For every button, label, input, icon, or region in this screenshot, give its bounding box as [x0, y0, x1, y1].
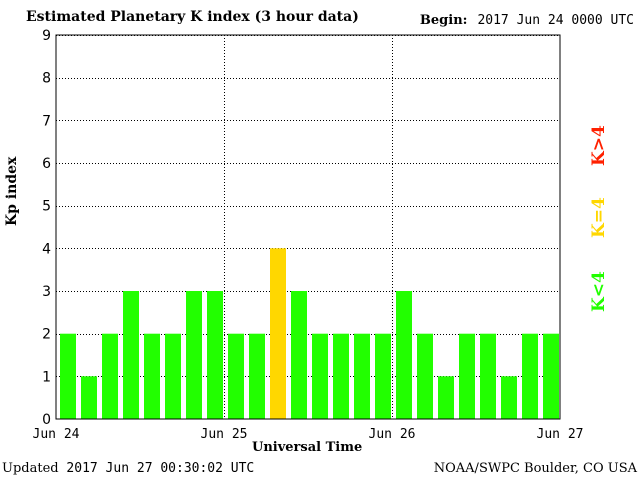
- y-tick-label: 1: [42, 369, 51, 385]
- bar-series: [60, 248, 559, 419]
- y-tick-label: 5: [42, 199, 51, 215]
- kp-bar: [417, 333, 433, 419]
- kp-bar: [228, 333, 244, 419]
- plot-frame: [55, 34, 561, 420]
- legend-high: K>4: [589, 125, 609, 166]
- x-axis-label: Universal Time: [252, 440, 363, 455]
- legend-mid: K=4: [589, 197, 609, 238]
- legend-low: K<4: [589, 271, 609, 312]
- kp-bar: [102, 333, 118, 419]
- kp-bar: [354, 333, 370, 419]
- begin-info: Begin: 2017 Jun 24 0000 UTC: [420, 13, 634, 28]
- kp-bar: [333, 333, 349, 419]
- credit-text: NOAA/SWPC Boulder, CO USA: [433, 461, 637, 476]
- kp-bar: [522, 333, 538, 419]
- chart-title: Estimated Planetary K index (3 hour data…: [26, 9, 359, 25]
- kp-bar: [291, 291, 307, 419]
- kp-bar: [81, 376, 97, 419]
- kp-bar: [207, 291, 223, 419]
- updated-value: 2017 Jun 27 00:30:02 UTC: [66, 461, 255, 476]
- kp-bar: [375, 333, 391, 419]
- kp-bar: [438, 376, 454, 419]
- x-tick-label: Jun 27: [537, 427, 584, 442]
- y-tick-label: 6: [42, 156, 51, 172]
- updated-info: Updated 2017 Jun 27 00:30:02 UTC: [2, 461, 254, 476]
- kp-bar: [249, 333, 265, 419]
- x-tick-label: Jun 26: [369, 427, 416, 442]
- y-tick-label: 3: [42, 284, 51, 300]
- y-tick-label: 0: [42, 412, 51, 428]
- y-tick-label: 7: [42, 113, 51, 129]
- y-tick-label: 2: [42, 327, 51, 343]
- updated-label: Updated: [2, 461, 59, 476]
- kp-bar: [480, 333, 496, 419]
- kp-bar: [312, 333, 328, 419]
- begin-value: 2017 Jun 24 0000 UTC: [477, 13, 634, 28]
- kp-bar: [123, 291, 139, 419]
- begin-label: Begin:: [419, 13, 468, 28]
- kp-bar: [186, 291, 202, 419]
- x-tick-label: Jun 24: [33, 427, 80, 442]
- kp-bar: [165, 333, 181, 419]
- kp-bar: [501, 376, 517, 419]
- kp-bar: [144, 333, 160, 419]
- x-tick-labels: Jun 24 Jun 25 Jun 26 Jun 27: [33, 427, 584, 442]
- y-axis-label: Kp index: [4, 156, 20, 226]
- kp-bar: [543, 333, 559, 419]
- kp-bar: [396, 291, 412, 419]
- kp-bar: [459, 333, 475, 419]
- y-tick-labels: 0 1 2 3 4 5 6 7 8 9: [42, 28, 51, 428]
- x-tick-label: Jun 25: [201, 427, 248, 442]
- y-tick-label: 4: [42, 241, 51, 257]
- y-tick-label: 8: [42, 71, 51, 87]
- kp-bar: [270, 248, 286, 419]
- kp-bar: [60, 333, 76, 419]
- y-tick-label: 9: [42, 28, 51, 44]
